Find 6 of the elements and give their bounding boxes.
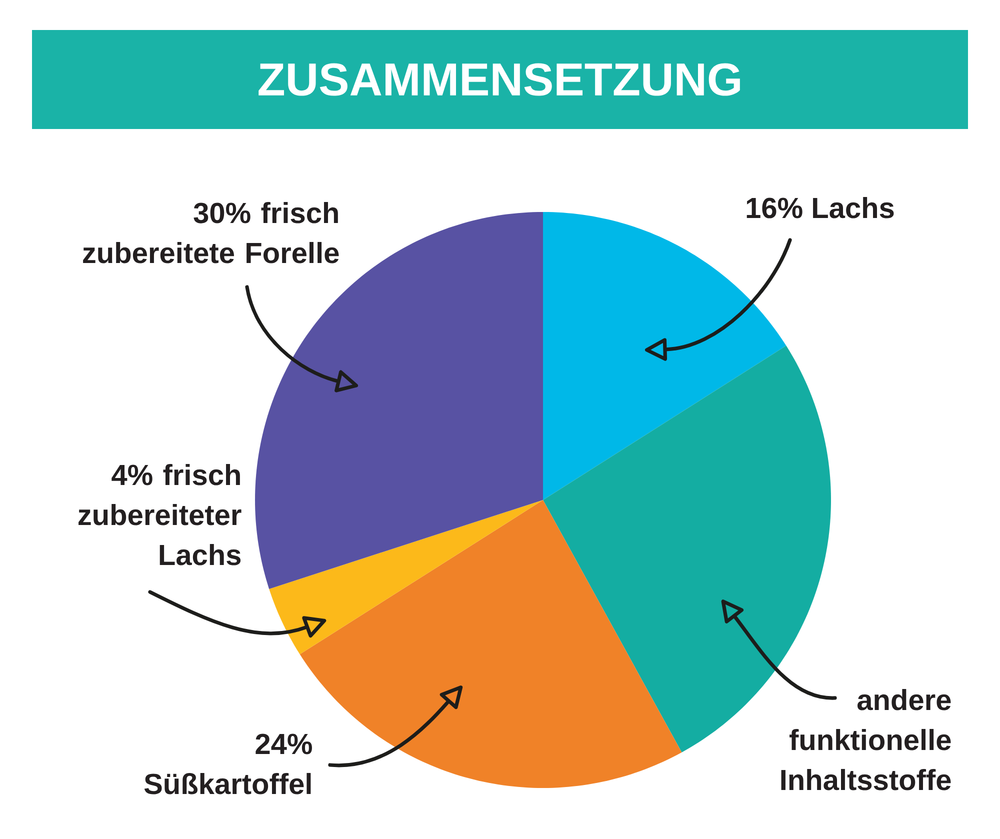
slice-label: 4% frisch zubereiteter Lachs: [78, 464, 242, 566]
chart-title: ZUSAMMENSETZUNG: [258, 63, 740, 96]
slice-label: andere funktionelle Inhaltsstoffe: [781, 688, 951, 790]
slice-label: 16% Lachs: [746, 196, 894, 218]
slice-label: 30% frisch zubereitete Forelle: [83, 202, 339, 264]
slice-label: 24% Süßkartoffel: [144, 734, 312, 794]
